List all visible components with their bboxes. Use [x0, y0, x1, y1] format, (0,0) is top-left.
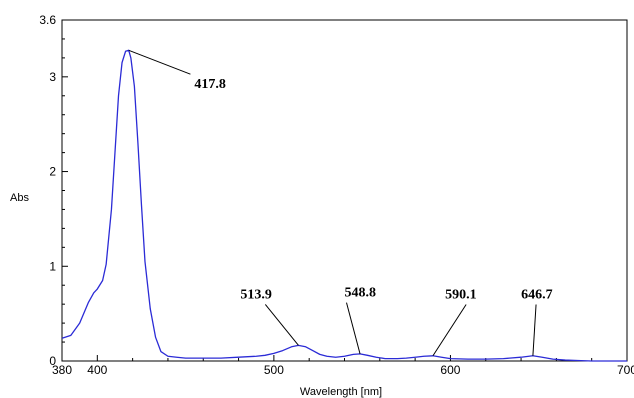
- peak-label: 646.7: [521, 287, 553, 302]
- x-tick-label: 400: [87, 363, 107, 377]
- peak-leader-line: [432, 304, 467, 357]
- peak-label: 513.9: [240, 287, 272, 302]
- y-axis-label: Abs: [10, 192, 29, 204]
- y-tick-label: 0: [49, 354, 56, 368]
- y-tick-label: 1: [49, 259, 56, 273]
- x-tick-label: 500: [264, 363, 284, 377]
- x-tick-label: 600: [440, 363, 460, 377]
- y-tick-label: 3.6: [39, 13, 56, 27]
- peak-leader-line: [532, 304, 537, 356]
- plot-frame: [61, 19, 628, 362]
- peak-label: 590.1: [445, 287, 477, 302]
- peak-label: 548.8: [345, 286, 377, 301]
- y-tick-label: 2: [49, 165, 56, 179]
- x-axis-label: Wavelength [nm]: [300, 386, 382, 398]
- peak-leader-line: [264, 304, 299, 346]
- peak-label: 417.8: [194, 77, 226, 92]
- x-tick-label: 700: [617, 363, 634, 377]
- spectrum-line: [61, 49, 627, 362]
- y-tick-label: 3: [49, 70, 56, 84]
- x-tick-label: 380: [52, 363, 72, 377]
- peak-leader-line: [128, 49, 191, 75]
- peak-leader-line: [346, 302, 361, 355]
